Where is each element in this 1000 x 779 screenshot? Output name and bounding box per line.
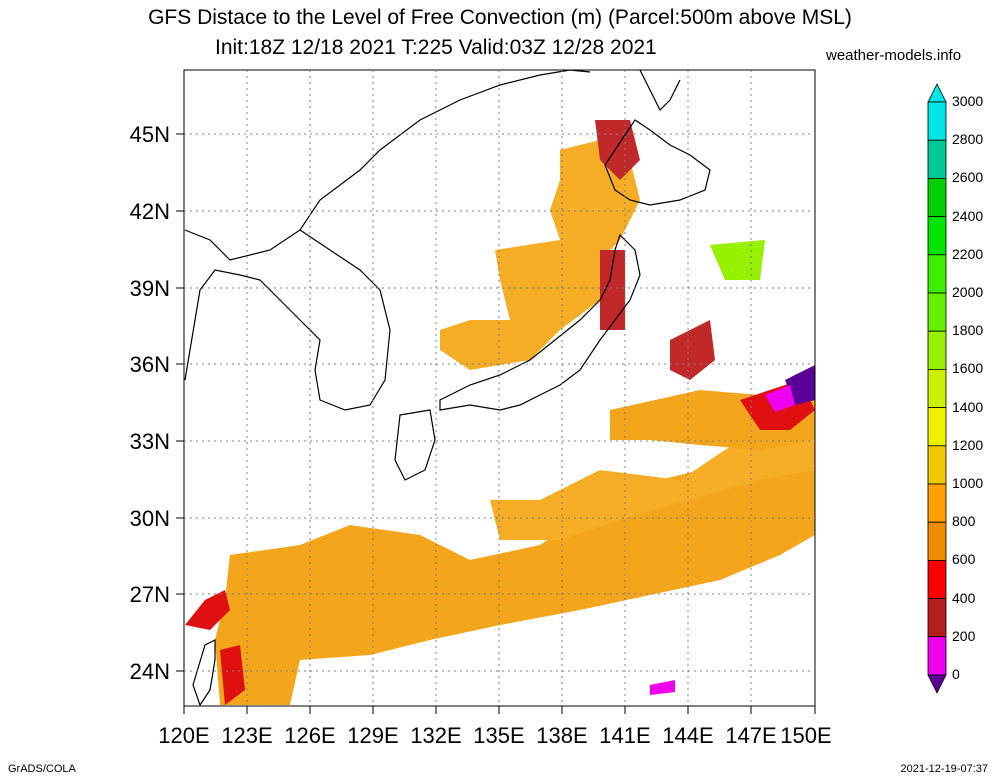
lat-label-36n: 36N	[129, 352, 170, 377]
coast-japan-hokkaido	[604, 119, 711, 206]
axis-ticks	[176, 133, 816, 714]
field-patches	[185, 120, 815, 705]
field-red-5	[670, 320, 715, 380]
lat-label-42n: 42N	[129, 199, 170, 224]
field-green-1	[710, 240, 765, 280]
coast-korea	[184, 229, 391, 411]
colorbar-label: 3000	[952, 93, 984, 109]
field-band-upper	[490, 430, 815, 540]
colorbar-label: 800	[952, 513, 976, 530]
colorbar-label: 1000	[952, 475, 984, 491]
site-label: weather-models.info	[826, 47, 962, 64]
colorbar-label: 400	[952, 589, 976, 606]
chart-subtitle: Init:18Z 12/18 2021 T:225 Valid:03Z 12/2…	[215, 36, 657, 59]
field-red-3	[595, 120, 640, 180]
coast-japan-honshu	[439, 233, 641, 411]
lon-label-132e: 132E	[410, 723, 462, 748]
colorbar-swatch	[927, 139, 947, 179]
colorbar-swatch	[927, 445, 947, 485]
field-south-band	[215, 460, 815, 705]
lat-label-45n: 45N	[129, 122, 170, 147]
colorbar-label: 2800	[952, 131, 984, 148]
colorbar-label: 1400	[952, 398, 984, 415]
colorbar-label: 200	[952, 627, 976, 644]
lon-label-138e: 138E	[536, 723, 588, 748]
colorbar-label: 1200	[952, 436, 984, 453]
colorbar-swatch	[927, 560, 947, 600]
colorbar-swatch	[927, 483, 947, 523]
lon-label-123e: 123E	[221, 723, 273, 748]
field-red-1	[185, 590, 230, 630]
colorbar-swatch	[927, 254, 947, 294]
lon-label-150e: 150E	[780, 723, 832, 748]
lon-label-144e: 144E	[662, 723, 714, 748]
lon-label-135e: 135E	[473, 723, 525, 748]
colorbar-label: 600	[952, 551, 976, 568]
colorbar	[927, 83, 947, 694]
lon-label-126e: 126E	[284, 723, 336, 748]
footer-right: 2021-12-19-07:37	[900, 763, 988, 775]
coast-sakhalin	[639, 69, 681, 112]
lon-label-129e: 129E	[347, 723, 399, 748]
colorbar-swatch	[927, 598, 947, 638]
field-magenta-2	[650, 680, 675, 695]
colorbar-swatch	[927, 636, 947, 676]
lon-label-147e: 147E	[725, 723, 777, 748]
colorbar-swatch	[927, 368, 947, 408]
lon-label-141e: 141E	[599, 723, 651, 748]
lat-label-39n: 39N	[129, 276, 170, 301]
lat-label-27n: 27N	[129, 582, 170, 607]
colorbar-swatch	[927, 101, 947, 141]
coast-taiwan	[192, 639, 216, 707]
lat-label-33n: 33N	[129, 429, 170, 454]
colorbar-swatch	[927, 407, 947, 447]
lat-label-30n: 30N	[129, 506, 170, 531]
graticule	[184, 70, 815, 706]
colorbar-label: 2000	[952, 284, 984, 300]
colorbar-label: 2600	[952, 169, 984, 186]
field-red-4	[600, 250, 625, 330]
colorbar-label: 0	[952, 666, 960, 682]
lon-label-120e: 120E	[158, 723, 210, 748]
colorbar-swatch	[927, 521, 947, 561]
colorbar-swatch	[927, 216, 947, 256]
chart-title: GFS Distace to the Level of Free Convect…	[148, 6, 852, 29]
field-magenta-1	[765, 385, 795, 412]
colorbar-swatch	[927, 330, 947, 370]
footer-left: GrADS/COLA	[8, 763, 76, 775]
colorbar-bottom-arrow	[927, 674, 947, 694]
field-red-2	[220, 645, 245, 705]
lat-label-24n: 24N	[129, 659, 170, 684]
colorbar-label: 1800	[952, 322, 984, 339]
colorbar-label: 2400	[952, 207, 984, 224]
coast-asia	[184, 69, 591, 261]
colorbar-top-arrow	[927, 83, 947, 103]
field-japan-sea	[440, 240, 600, 370]
colorbar-label: 1600	[952, 360, 984, 377]
colorbar-label: 2200	[952, 245, 984, 262]
colorbar-swatch	[927, 292, 947, 332]
colorbar-swatch	[927, 177, 947, 217]
coastlines	[184, 69, 711, 707]
coast-kyushu	[394, 409, 436, 481]
